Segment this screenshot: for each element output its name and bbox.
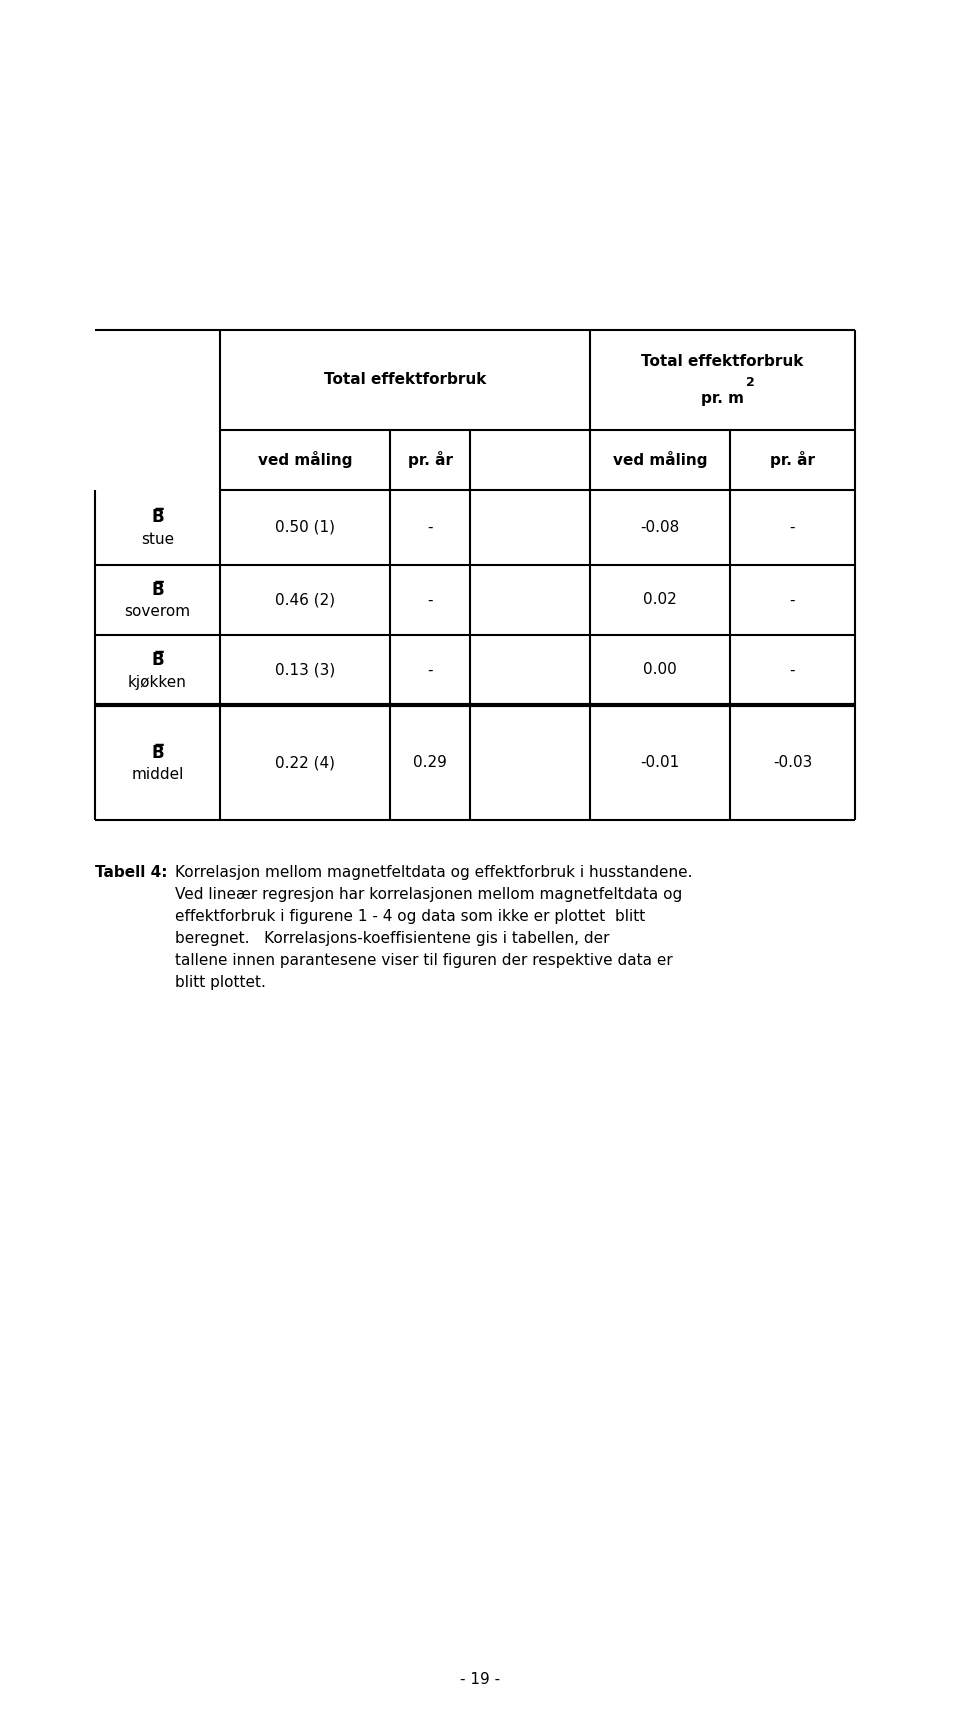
- Text: Total effektforbruk: Total effektforbruk: [641, 354, 804, 370]
- Text: ved måling: ved måling: [257, 451, 352, 468]
- Text: -: -: [790, 519, 795, 535]
- Text: 0.46 (2): 0.46 (2): [275, 592, 335, 607]
- Text: B̅: B̅: [151, 581, 164, 599]
- Text: Korrelasjon mellom magnetfeltdata og effektforbruk i husstandene.: Korrelasjon mellom magnetfeltdata og eff…: [175, 865, 692, 881]
- Text: 0.50 (1): 0.50 (1): [275, 519, 335, 535]
- Text: -: -: [790, 662, 795, 678]
- Text: Total effektforbruk: Total effektforbruk: [324, 373, 486, 387]
- Text: 0.29: 0.29: [413, 755, 447, 771]
- Text: -: -: [427, 592, 433, 607]
- Text: Ved lineær regresjon har korrelasjonen mellom magnetfeltdata og: Ved lineær regresjon har korrelasjonen m…: [175, 888, 683, 901]
- Text: tallene innen parantesene viser til figuren der respektive data er: tallene innen parantesene viser til figu…: [175, 953, 673, 968]
- Text: pr. år: pr. år: [770, 451, 815, 468]
- Text: -: -: [790, 592, 795, 607]
- Text: blitt plottet.: blitt plottet.: [175, 975, 266, 991]
- Text: middel: middel: [132, 767, 183, 783]
- Text: pr. m: pr. m: [701, 390, 744, 406]
- Text: -0.08: -0.08: [640, 519, 680, 535]
- Text: 0.13 (3): 0.13 (3): [275, 662, 335, 678]
- Text: -0.03: -0.03: [773, 755, 812, 771]
- Text: 2: 2: [746, 375, 755, 389]
- Text: -: -: [427, 662, 433, 678]
- Text: 0.22 (4): 0.22 (4): [275, 755, 335, 771]
- Text: beregnet.   Korrelasjons-koeffisientene gis i tabellen, der: beregnet. Korrelasjons-koeffisientene gi…: [175, 931, 610, 946]
- Text: B̅: B̅: [151, 650, 164, 669]
- Text: kjøkken: kjøkken: [128, 674, 187, 690]
- Text: pr. år: pr. år: [407, 451, 452, 468]
- Text: B̅: B̅: [151, 743, 164, 762]
- Text: Tabell 4:: Tabell 4:: [95, 865, 167, 881]
- Text: stue: stue: [141, 531, 174, 547]
- Text: B̅: B̅: [151, 509, 164, 526]
- Text: effektforbruk i figurene 1 - 4 og data som ikke er plottet  blitt: effektforbruk i figurene 1 - 4 og data s…: [175, 908, 645, 924]
- Text: ved måling: ved måling: [612, 451, 708, 468]
- Text: - 19 -: - 19 -: [460, 1672, 500, 1687]
- Text: -: -: [427, 519, 433, 535]
- Text: -0.01: -0.01: [640, 755, 680, 771]
- Text: soverom: soverom: [125, 604, 191, 619]
- Text: 0.00: 0.00: [643, 662, 677, 678]
- Text: 0.02: 0.02: [643, 592, 677, 607]
